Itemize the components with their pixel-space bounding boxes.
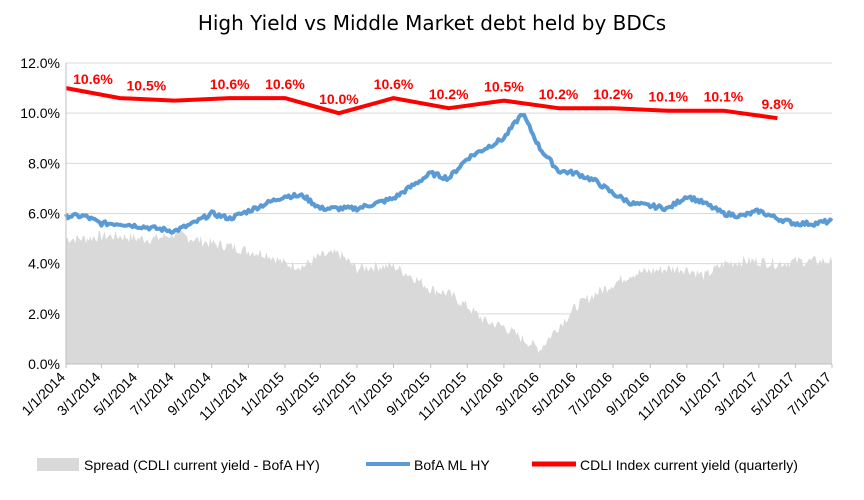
legend-item-cdli: CDLI Index current yield (quarterly) xyxy=(532,457,798,473)
y-tick-label: 0.0% xyxy=(28,356,60,372)
cdli-data-label: 10.2% xyxy=(429,86,469,102)
cdli-line-layer xyxy=(65,86,778,121)
cdli-data-label: 10.5% xyxy=(484,79,524,95)
cdli-data-label: 10.1% xyxy=(648,89,688,105)
cdli-data-label: 10.6% xyxy=(265,76,305,92)
cdli-data-label: 10.5% xyxy=(127,77,167,93)
legend-label-spread: Spread (CDLI current yield - BofA HY) xyxy=(84,457,320,473)
chart-title: High Yield vs Middle Market debt held by… xyxy=(198,11,666,35)
spread-area xyxy=(66,229,832,364)
y-tick-label: 12.0% xyxy=(20,55,60,71)
bofa-line-layer xyxy=(64,112,834,235)
legend-swatch-spread xyxy=(37,458,79,471)
bofa-line xyxy=(64,112,834,235)
axes xyxy=(65,63,832,365)
cdli-data-label: 10.0% xyxy=(319,91,359,107)
cdli-line xyxy=(65,86,778,121)
y-tick-label: 10.0% xyxy=(20,105,60,121)
cdli-data-label: 10.2% xyxy=(539,86,579,102)
cdli-data-label: 9.8% xyxy=(761,96,793,112)
legend: Spread (CDLI current yield - BofA HY) Bo… xyxy=(37,457,798,473)
x-ticks: 1/1/20143/1/20145/1/20147/1/20149/1/2014… xyxy=(18,364,834,423)
y-tick-label: 8.0% xyxy=(28,155,60,171)
y-tick-label: 4.0% xyxy=(28,256,60,272)
cdli-data-label: 10.6% xyxy=(210,76,250,92)
cdli-data-label: 10.2% xyxy=(593,86,633,102)
y-ticks: 0.0% 2.0% 4.0% 6.0% 8.0% 10.0% 12.0% xyxy=(20,55,60,372)
cdli-data-label: 10.6% xyxy=(374,76,414,92)
cdli-data-label: 10.6% xyxy=(73,71,113,87)
cdli-data-label: 10.1% xyxy=(704,89,744,105)
legend-label-cdli: CDLI Index current yield (quarterly) xyxy=(580,457,798,473)
spread-area-layer xyxy=(66,229,832,364)
y-tick-label: 2.0% xyxy=(28,306,60,322)
y-tick-label: 6.0% xyxy=(28,206,60,222)
data-labels: 10.6% 10.5% 10.6% 10.6% 10.0% 10.6% 10.2% 10.5%… xyxy=(73,71,794,112)
legend-label-bofa: BofA ML HY xyxy=(414,457,490,473)
legend-item-bofa: BofA ML HY xyxy=(366,457,490,473)
legend-item-spread: Spread (CDLI current yield - BofA HY) xyxy=(37,457,320,473)
